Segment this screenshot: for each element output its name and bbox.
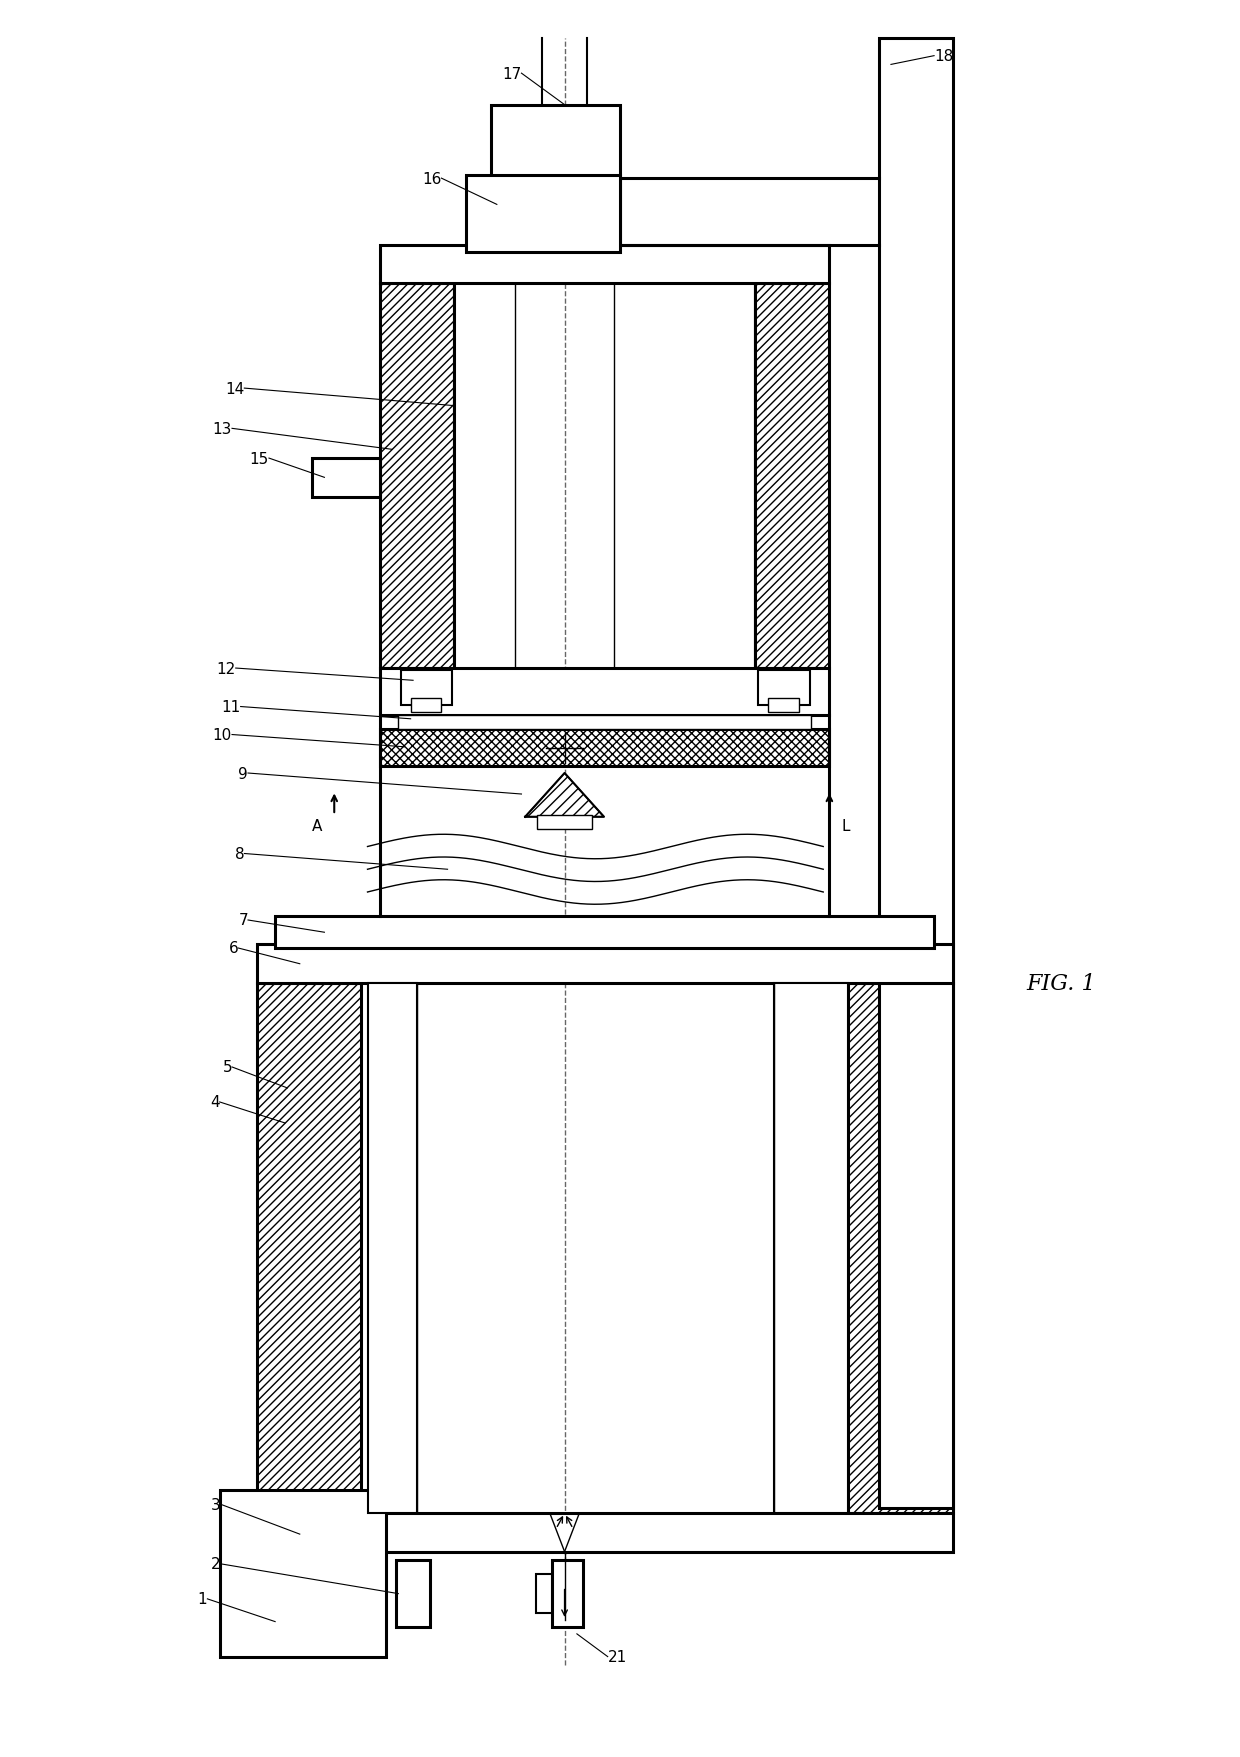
Text: 10: 10 (213, 727, 232, 743)
Bar (879, 39, 952, 1508)
Bar (466, 176, 620, 253)
Text: 16: 16 (422, 172, 441, 186)
Bar (758, 671, 810, 705)
Bar (755, 285, 830, 669)
Bar (257, 945, 952, 984)
Text: 13: 13 (212, 422, 232, 436)
Bar (768, 698, 799, 712)
Text: 18: 18 (934, 49, 954, 63)
Bar (219, 1490, 386, 1657)
Bar (536, 1574, 552, 1613)
Text: 12: 12 (217, 661, 236, 676)
Bar (537, 815, 591, 829)
Text: 9: 9 (238, 766, 248, 782)
Bar (275, 917, 934, 949)
Bar (379, 246, 830, 285)
Bar (401, 671, 453, 705)
Bar (257, 1513, 952, 1551)
Text: FIG. 1: FIG. 1 (1027, 972, 1096, 994)
Text: 21: 21 (608, 1650, 627, 1664)
Text: 4: 4 (210, 1095, 219, 1110)
Bar (257, 984, 361, 1513)
Bar (491, 105, 620, 179)
Polygon shape (526, 773, 604, 817)
Polygon shape (526, 773, 604, 817)
Bar (552, 1560, 583, 1627)
Text: 6: 6 (228, 942, 238, 956)
Text: L: L (842, 819, 851, 833)
Text: 7: 7 (238, 914, 248, 928)
Bar (410, 698, 441, 712)
Bar (367, 984, 417, 1513)
Bar (379, 669, 830, 715)
Text: 2: 2 (211, 1557, 221, 1571)
Text: 1: 1 (197, 1592, 207, 1606)
Bar (774, 984, 848, 1513)
Bar (379, 285, 454, 669)
Bar (848, 984, 952, 1513)
Bar (396, 1560, 430, 1627)
Bar (379, 729, 830, 766)
Text: 5: 5 (222, 1059, 232, 1075)
Text: 14: 14 (226, 381, 244, 397)
Text: 15: 15 (249, 452, 269, 466)
Text: 11: 11 (222, 699, 241, 715)
Bar (312, 459, 379, 497)
Text: A: A (311, 819, 322, 833)
Text: 8: 8 (234, 847, 244, 861)
Bar (398, 715, 811, 729)
Text: 17: 17 (502, 67, 522, 81)
Text: 3: 3 (211, 1497, 221, 1513)
